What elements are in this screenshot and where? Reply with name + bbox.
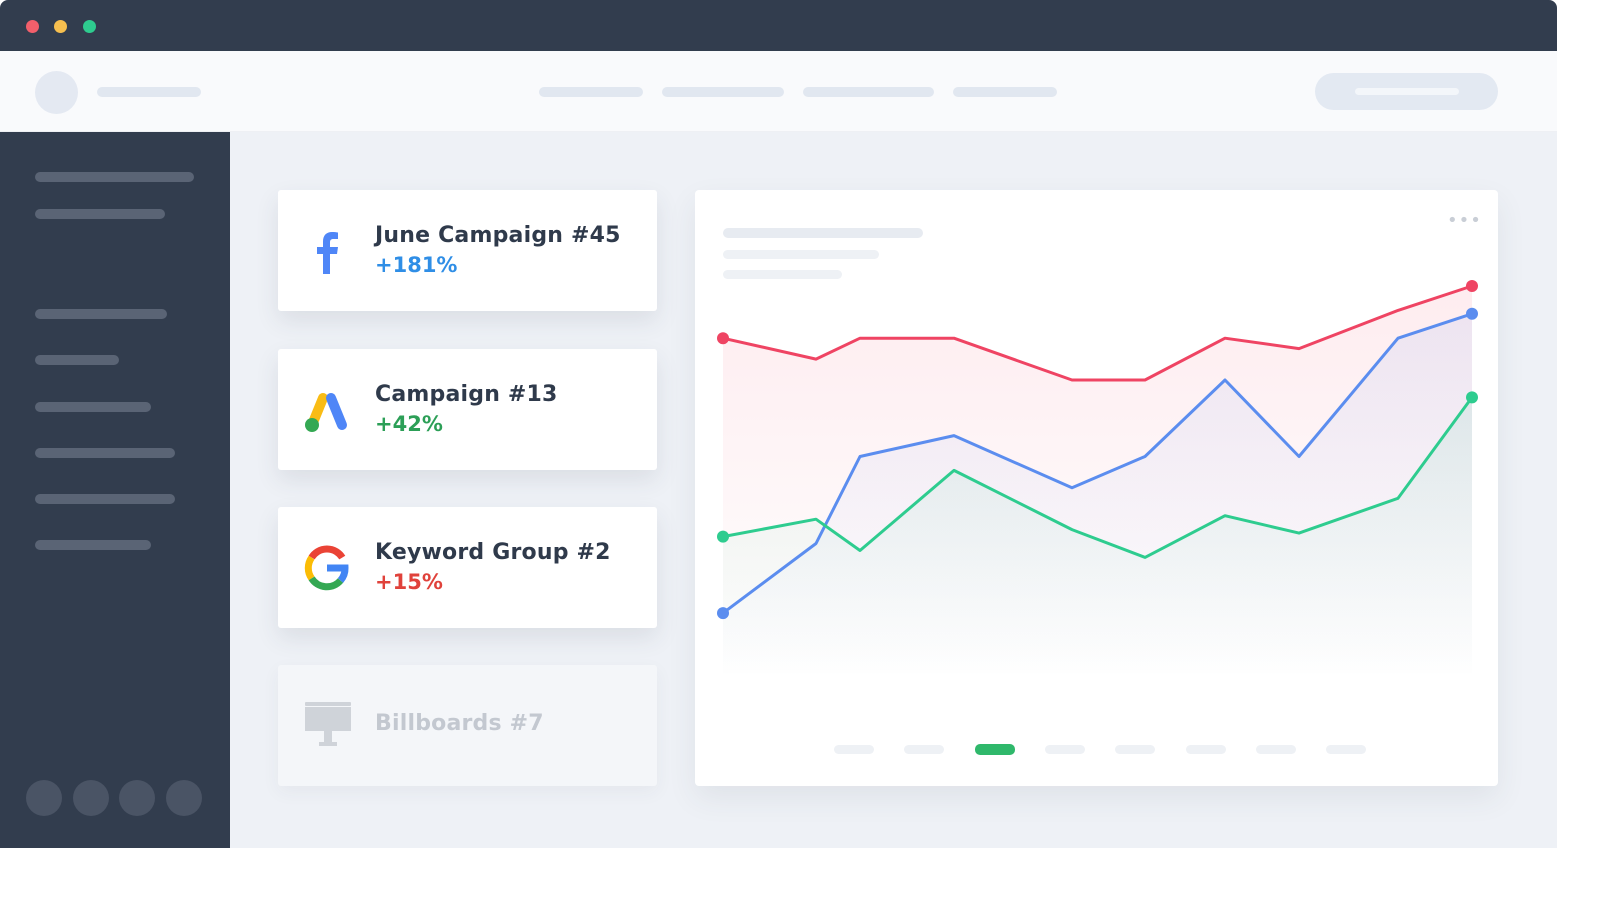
sidebar-item-3[interactable]	[35, 402, 151, 412]
series-2-line	[721, 395, 1474, 559]
header-action-button-label-placeholder	[1355, 88, 1459, 95]
more-options-icon[interactable]: •••	[1447, 210, 1482, 231]
google-ads-icon	[305, 393, 347, 432]
sidebar-footer-button-1[interactable]	[26, 780, 62, 816]
chart-caption-placeholder	[723, 270, 842, 279]
pager-dot-3[interactable]	[974, 744, 1015, 755]
series-2-point-9[interactable]	[1466, 391, 1478, 404]
pager-dot-5[interactable]	[1115, 745, 1156, 754]
campaign-title: Campaign #13	[375, 382, 558, 407]
sidebar-item-4[interactable]	[35, 448, 175, 458]
title-bar	[0, 0, 1557, 51]
billboard-icon	[305, 702, 351, 746]
top-header	[0, 51, 1557, 132]
chart-title-placeholder	[723, 228, 923, 238]
series-2-area	[723, 397, 1472, 680]
series-0-line	[721, 284, 1474, 382]
campaign-change: +15%	[375, 570, 443, 594]
sidebar-heading-placeholder	[35, 172, 194, 182]
campaign-card-google[interactable]: Keyword Group #2 +15%	[278, 507, 657, 628]
sidebar-item-2[interactable]	[35, 355, 119, 365]
main-content: June Campaign #45 +181% Campaign #13 +42…	[230, 132, 1557, 848]
sidebar-item-5[interactable]	[35, 494, 175, 504]
series-1-line	[721, 312, 1474, 615]
series-0-point-9[interactable]	[1466, 280, 1478, 292]
pager-dot-6[interactable]	[1185, 745, 1226, 754]
campaign-card-billboards[interactable]: Billboards #7	[278, 665, 657, 786]
sidebar-footer-button-3[interactable]	[119, 780, 155, 816]
facebook-icon	[317, 232, 338, 274]
campaign-title: June Campaign #45	[375, 223, 621, 248]
sidebar-subheading-placeholder	[35, 209, 165, 219]
nav-item-4[interactable]	[953, 87, 1057, 97]
pager-dot-4[interactable]	[1044, 745, 1085, 754]
sidebar-footer-button-4[interactable]	[166, 780, 202, 816]
series-0-point-0[interactable]	[717, 332, 729, 345]
avatar[interactable]	[35, 71, 78, 114]
campaign-title: Billboards #7	[375, 711, 544, 736]
sidebar-footer-button-2[interactable]	[73, 780, 109, 816]
close-window-dot[interactable]	[26, 20, 39, 33]
campaign-title: Keyword Group #2	[375, 540, 611, 565]
nav-item-1[interactable]	[539, 87, 643, 97]
chart-subtitle-placeholder	[723, 250, 879, 259]
campaign-change: +42%	[375, 412, 443, 436]
campaign-card-facebook[interactable]: June Campaign #45 +181%	[278, 190, 657, 311]
line-chart	[717, 280, 1478, 680]
performance-chart-card: •••	[695, 190, 1498, 786]
sidebar-item-6[interactable]	[35, 540, 151, 550]
campaign-card-google-ads[interactable]: Campaign #13 +42%	[278, 349, 657, 470]
app-name-placeholder	[97, 87, 201, 97]
nav-item-3[interactable]	[803, 87, 934, 97]
sidebar	[0, 132, 230, 848]
google-icon	[304, 545, 349, 591]
pager-dot-1[interactable]	[834, 745, 874, 754]
campaign-change: +181%	[375, 253, 458, 277]
header-action-button[interactable]	[1315, 73, 1498, 110]
maximize-window-dot[interactable]	[83, 20, 96, 33]
pager-dot-2[interactable]	[904, 745, 945, 754]
app-window: June Campaign #45 +181% Campaign #13 +42…	[0, 0, 1557, 848]
sidebar-item-1[interactable]	[35, 309, 167, 319]
series-1-point-9[interactable]	[1466, 307, 1478, 320]
pager-dot-7[interactable]	[1255, 745, 1296, 754]
pager-dot-8[interactable]	[1326, 745, 1367, 754]
nav-item-2[interactable]	[662, 87, 784, 97]
series-2-point-0[interactable]	[717, 530, 729, 543]
minimize-window-dot[interactable]	[54, 20, 67, 33]
series-1-point-0[interactable]	[717, 607, 729, 620]
